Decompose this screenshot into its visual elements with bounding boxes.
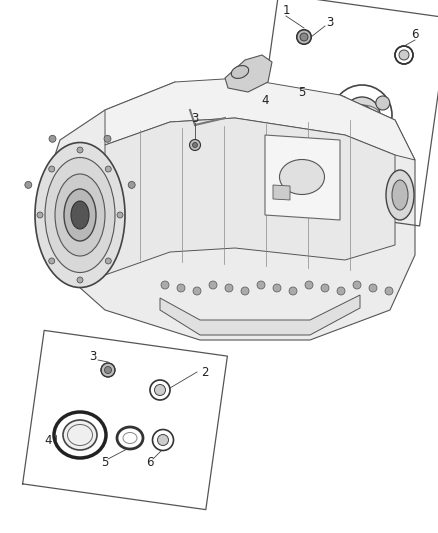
Text: 3: 3 bbox=[89, 351, 97, 364]
Polygon shape bbox=[265, 135, 340, 220]
Text: 1: 1 bbox=[282, 4, 290, 17]
Text: 4: 4 bbox=[261, 93, 269, 107]
Circle shape bbox=[25, 181, 32, 188]
Circle shape bbox=[355, 132, 369, 146]
Circle shape bbox=[193, 287, 201, 295]
Polygon shape bbox=[273, 185, 290, 200]
Polygon shape bbox=[225, 55, 272, 92]
Circle shape bbox=[225, 284, 233, 292]
Circle shape bbox=[289, 287, 297, 295]
Circle shape bbox=[369, 284, 377, 292]
Ellipse shape bbox=[71, 201, 89, 229]
Ellipse shape bbox=[279, 159, 325, 195]
Circle shape bbox=[49, 135, 56, 142]
Ellipse shape bbox=[231, 66, 249, 78]
Circle shape bbox=[37, 212, 43, 218]
Polygon shape bbox=[160, 295, 360, 335]
Circle shape bbox=[104, 135, 111, 142]
Circle shape bbox=[305, 281, 313, 289]
Circle shape bbox=[190, 140, 201, 150]
Circle shape bbox=[257, 281, 265, 289]
Circle shape bbox=[297, 30, 311, 44]
Circle shape bbox=[334, 96, 348, 110]
Text: 4: 4 bbox=[44, 433, 52, 447]
Circle shape bbox=[77, 277, 83, 283]
Circle shape bbox=[105, 367, 112, 374]
Text: 6: 6 bbox=[411, 28, 419, 42]
Circle shape bbox=[337, 287, 345, 295]
Circle shape bbox=[192, 142, 198, 148]
Ellipse shape bbox=[64, 189, 96, 241]
Text: 2: 2 bbox=[201, 366, 209, 378]
Circle shape bbox=[158, 434, 169, 446]
Circle shape bbox=[321, 284, 329, 292]
Ellipse shape bbox=[63, 420, 97, 450]
Circle shape bbox=[273, 284, 281, 292]
Polygon shape bbox=[105, 78, 415, 160]
Ellipse shape bbox=[55, 174, 105, 256]
Text: 3: 3 bbox=[191, 111, 199, 125]
Polygon shape bbox=[40, 82, 415, 340]
Circle shape bbox=[376, 96, 390, 110]
Circle shape bbox=[300, 33, 308, 41]
Ellipse shape bbox=[35, 142, 125, 287]
Ellipse shape bbox=[45, 157, 115, 272]
Circle shape bbox=[385, 287, 393, 295]
Circle shape bbox=[105, 258, 111, 264]
Circle shape bbox=[344, 97, 380, 133]
Ellipse shape bbox=[386, 170, 414, 220]
Circle shape bbox=[241, 287, 249, 295]
Circle shape bbox=[49, 258, 55, 264]
Circle shape bbox=[117, 212, 123, 218]
Circle shape bbox=[155, 384, 166, 395]
Ellipse shape bbox=[266, 106, 294, 131]
Text: 5: 5 bbox=[298, 86, 306, 100]
Text: 6: 6 bbox=[146, 456, 154, 469]
Circle shape bbox=[77, 147, 83, 153]
Circle shape bbox=[49, 166, 55, 172]
Circle shape bbox=[177, 284, 185, 292]
Circle shape bbox=[353, 281, 361, 289]
Text: 3: 3 bbox=[326, 15, 334, 28]
Circle shape bbox=[101, 363, 115, 377]
Circle shape bbox=[128, 181, 135, 188]
Circle shape bbox=[105, 166, 111, 172]
Circle shape bbox=[399, 50, 409, 60]
Ellipse shape bbox=[392, 180, 408, 210]
Text: 5: 5 bbox=[101, 456, 109, 469]
Circle shape bbox=[161, 281, 169, 289]
Circle shape bbox=[209, 281, 217, 289]
Polygon shape bbox=[105, 118, 395, 275]
